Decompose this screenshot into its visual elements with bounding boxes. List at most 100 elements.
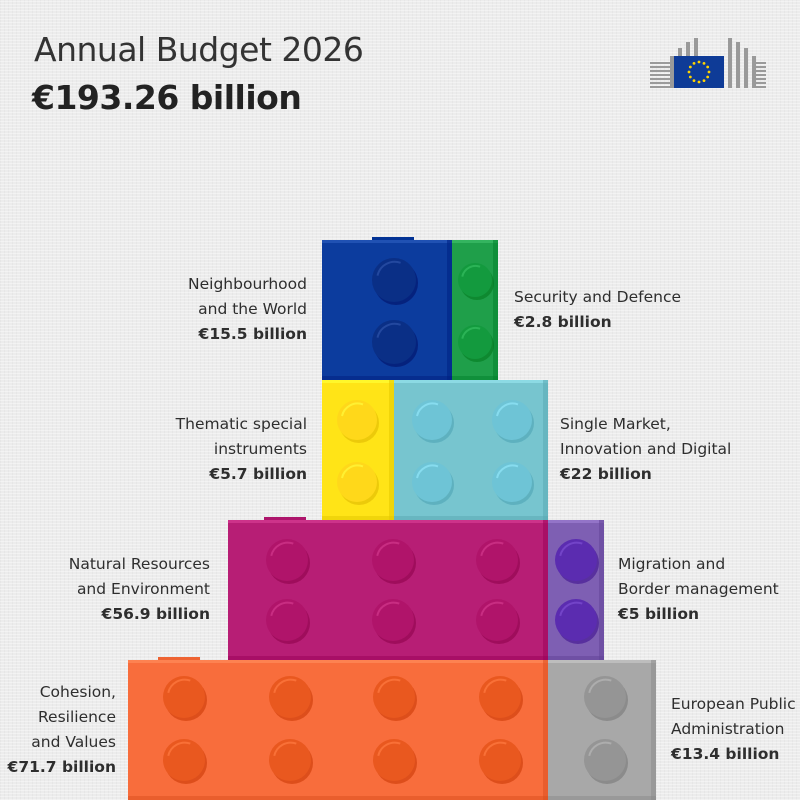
brick-stud bbox=[373, 739, 415, 781]
brick-bottom-shade bbox=[228, 656, 548, 660]
brick-stud-gloss bbox=[461, 326, 481, 339]
brick-side-shade bbox=[389, 380, 394, 520]
brick-stud bbox=[266, 539, 308, 581]
brick-highlight bbox=[394, 380, 548, 383]
brick-stud-gloss bbox=[377, 678, 401, 694]
eu-flag-stars bbox=[687, 60, 711, 84]
label-natural-resources-and-environment: Natural Resources and Environment €56.9 bi… bbox=[0, 552, 210, 627]
label-line: Border management bbox=[618, 580, 779, 598]
label-line: and Values bbox=[31, 733, 116, 751]
brick-thematic-special-instruments bbox=[322, 380, 394, 520]
brick-stud bbox=[266, 599, 308, 641]
brick-stud bbox=[163, 676, 205, 718]
brick-stud bbox=[584, 739, 626, 781]
brick-stud bbox=[458, 325, 492, 359]
brick-bottom-shade bbox=[548, 656, 604, 660]
brick-side-shade bbox=[543, 520, 548, 660]
brick-highlight bbox=[548, 520, 604, 523]
brick-stud bbox=[372, 539, 414, 581]
brick-highlight bbox=[228, 520, 548, 523]
brick-highlight bbox=[128, 660, 548, 663]
brick-stud-gloss bbox=[588, 741, 612, 757]
brick-bottom-shade bbox=[394, 516, 548, 520]
label-line: Administration bbox=[671, 720, 785, 738]
brick-stud-gloss bbox=[273, 678, 297, 694]
brick-stud bbox=[412, 400, 452, 440]
total-budget: €193.26 billion bbox=[32, 78, 302, 117]
brick-natural-resources-and-environment bbox=[228, 520, 548, 660]
eu-star bbox=[688, 65, 692, 69]
label-line: Resilience bbox=[37, 708, 116, 726]
brick-stud bbox=[269, 739, 311, 781]
brick-highlight bbox=[322, 380, 394, 383]
label-european-public-administration: European Public Administration €13.4 billi… bbox=[671, 692, 800, 767]
brick-stud bbox=[555, 599, 597, 641]
brick-stud bbox=[479, 676, 521, 718]
eu-star bbox=[697, 60, 701, 64]
eu-star bbox=[706, 75, 710, 79]
label-line: Single Market, bbox=[560, 415, 671, 433]
brick-stud bbox=[372, 320, 416, 364]
brick-stud-gloss bbox=[416, 402, 439, 417]
brick-stud-gloss bbox=[480, 541, 504, 557]
eu-star bbox=[688, 75, 692, 79]
brick-stud-gloss bbox=[376, 322, 401, 338]
brick-side-shade bbox=[543, 660, 548, 800]
brick-stud bbox=[555, 539, 597, 581]
brick-stud bbox=[584, 676, 626, 718]
brick-stud-gloss bbox=[376, 601, 400, 617]
label-line: Security and Defence bbox=[514, 288, 682, 306]
brick-stud-gloss bbox=[483, 741, 507, 757]
label-amount: €71.7 billion bbox=[7, 758, 116, 776]
european-commission-logo-icon bbox=[650, 38, 766, 88]
brick-side-shade bbox=[493, 240, 498, 380]
brick-stud bbox=[458, 263, 492, 297]
brick-stud-gloss bbox=[273, 741, 297, 757]
brick-side-shade bbox=[599, 520, 604, 660]
label-line: Neighbourhood bbox=[188, 275, 307, 293]
eu-star bbox=[692, 61, 696, 65]
label-amount: €2.8 billion bbox=[514, 313, 612, 331]
brick-side-shade bbox=[651, 660, 656, 800]
label-line: Thematic special bbox=[175, 415, 307, 433]
eu-star bbox=[692, 79, 696, 83]
bricks-layer bbox=[128, 237, 656, 800]
brick-side-shade bbox=[543, 380, 548, 520]
brick-stud bbox=[163, 739, 205, 781]
label-neighbourhood-and-the-world: Neighbourhood and the World €15.5 billion bbox=[67, 272, 307, 347]
label-line: Migration and bbox=[618, 555, 726, 573]
brick-stud-gloss bbox=[341, 464, 364, 479]
brick-stud-gloss bbox=[270, 541, 294, 557]
brick-stud bbox=[492, 400, 532, 440]
label-amount: €13.4 billion bbox=[671, 745, 780, 763]
brick-stud bbox=[412, 462, 452, 502]
brick-single-market-innovation-and-digital bbox=[394, 380, 548, 520]
brick-stud-gloss bbox=[496, 402, 519, 417]
brick-european-public-administration bbox=[548, 660, 656, 800]
brick-stud-gloss bbox=[496, 464, 519, 479]
label-amount: €22 billion bbox=[560, 465, 652, 483]
brick-stud bbox=[372, 258, 416, 302]
brick-migration-and-border-management bbox=[548, 520, 604, 660]
brick-stud bbox=[269, 676, 311, 718]
eu-star bbox=[697, 80, 701, 84]
brick-stud bbox=[337, 400, 377, 440]
brick-cohesion-resilience-and-values bbox=[128, 660, 548, 800]
label-cohesion-resilience-and-values: Cohesion, Resilience and Values €71.7 billi… bbox=[0, 680, 116, 780]
label-line: European Public bbox=[671, 695, 796, 713]
label-line: and Environment bbox=[76, 580, 210, 598]
brick-stud-gloss bbox=[559, 601, 583, 617]
eu-star bbox=[702, 61, 706, 65]
brick-bottom-shade bbox=[452, 376, 498, 380]
brick-bottom-shade bbox=[548, 796, 656, 800]
brick-stud-gloss bbox=[341, 402, 364, 417]
brick-highlight bbox=[452, 240, 498, 243]
label-amount: €5 billion bbox=[618, 605, 699, 623]
label-amount: €5.7 billion bbox=[209, 465, 307, 483]
brick-stud bbox=[372, 599, 414, 641]
eu-star bbox=[702, 79, 706, 83]
brick-stud bbox=[373, 676, 415, 718]
label-amount: €15.5 billion bbox=[198, 325, 307, 343]
label-amount: €56.9 billion bbox=[101, 605, 210, 623]
brick-stud-gloss bbox=[480, 601, 504, 617]
